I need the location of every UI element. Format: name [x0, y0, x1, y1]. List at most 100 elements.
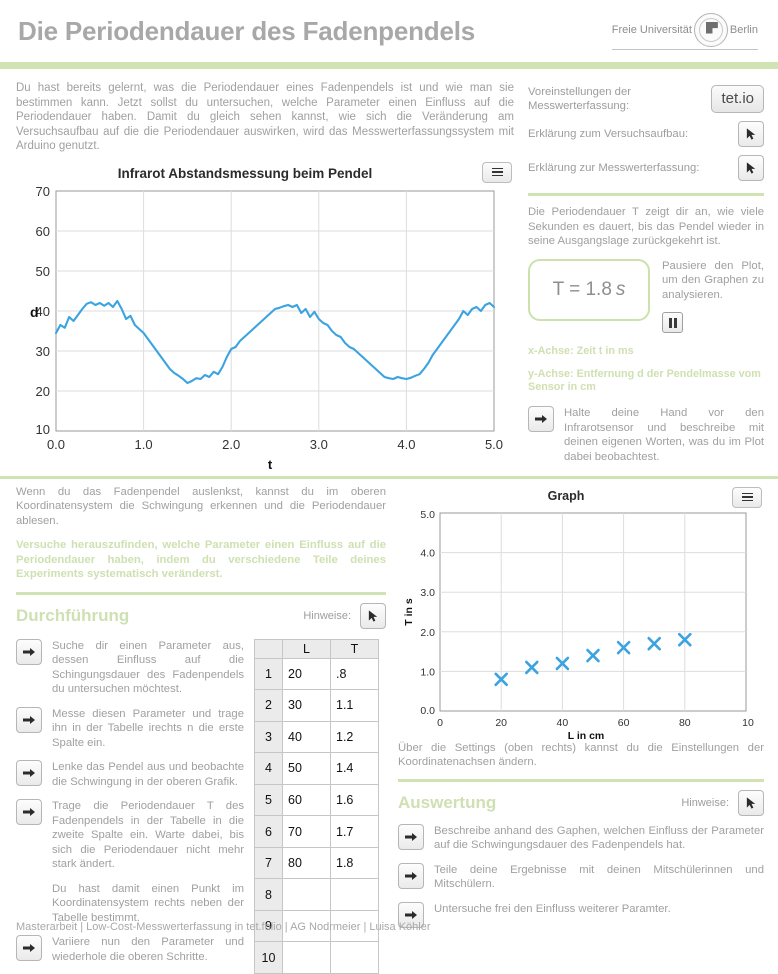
table-cell-index: 4 [255, 753, 283, 785]
step-text: Suche dir einen Parameter aus, dessen Ei… [52, 639, 244, 697]
svg-text:4.0: 4.0 [420, 547, 435, 559]
table-cell-L[interactable]: 80 [283, 847, 331, 879]
step-text: Teile deine Ergebnisse mit deinen Mitsch… [434, 863, 764, 892]
y-axis-note: y-Achse: Entfernung d der Pendelmasse vo… [528, 368, 764, 394]
arrow-right-icon [22, 645, 36, 659]
svg-text:80: 80 [679, 717, 691, 729]
svg-text:20: 20 [495, 717, 507, 729]
step-arrow-button[interactable] [16, 707, 42, 733]
step-arrow-button[interactable] [16, 639, 42, 665]
svg-text:60: 60 [618, 717, 630, 729]
svg-text:2.0: 2.0 [420, 626, 435, 638]
svg-text:4.0: 4.0 [397, 437, 415, 452]
page-header: Die Periodendauer des Fadenpendels Freie… [0, 0, 778, 62]
durchfuehrung-hinweise: Hinweise: [303, 603, 386, 629]
pause-hint-block: Pausiere den Plot, um den Graphen zu ana… [662, 259, 764, 334]
step-text: Trage die Periodendauer T des Fadenpende… [52, 799, 244, 872]
step-text: Variiere nun den Parameter und wiederhol… [52, 935, 244, 964]
mid-left-paragraph-1: Wenn du das Fadenpendel auslenkst, kanns… [16, 485, 386, 529]
svg-text:60: 60 [36, 224, 50, 239]
step-arrow-button[interactable] [16, 760, 42, 786]
chart2-menu-button[interactable] [732, 487, 762, 508]
versuchsaufbau-info-button[interactable] [738, 121, 764, 147]
table-cell-L[interactable]: 40 [283, 721, 331, 753]
infrared-chart-panel: Infrarot Abstandsmessung beim Pendel [16, 160, 514, 470]
table-cell-T[interactable]: 1.1 [331, 690, 379, 722]
svg-text:0.0: 0.0 [47, 437, 65, 452]
durchfuehrung-hinweise-button[interactable] [360, 603, 386, 629]
pref-row-messwerterfassung: Erklärung zur Messwerterfassung: [528, 151, 764, 185]
svg-text:0.0: 0.0 [420, 705, 435, 717]
durchfuehrung-divider [16, 592, 386, 595]
hand-task-text: Halte deine Hand vor den Infrarotsensor … [564, 406, 764, 464]
step-arrow-button[interactable] [398, 824, 424, 850]
hand-task-button[interactable] [528, 406, 554, 432]
chart2-plot[interactable]: 5.0 4.0 3.0 2.0 1.0 0.0 0 20 40 60 80 10… [398, 503, 764, 731]
hinweise-label: Hinweise: [681, 797, 729, 809]
table-cell-T[interactable]: .8 [331, 658, 379, 690]
table-cell-T[interactable]: 1.2 [331, 721, 379, 753]
svg-text:0: 0 [437, 717, 443, 729]
step-arrow-button[interactable] [16, 799, 42, 825]
svg-text:10: 10 [36, 422, 50, 437]
pause-icon-bar-right [674, 318, 677, 328]
auswertung-divider [398, 779, 764, 782]
svg-text:3.0: 3.0 [420, 587, 435, 599]
mid-right-column: Graph 5.0 4.0 3.0 2.0 1.0 [398, 485, 764, 974]
table-cell-T[interactable]: 1.4 [331, 753, 379, 785]
table-cell-index: 3 [255, 721, 283, 753]
pref-row-versuchsaufbau: Erklärung zum Versuchsaufbau: [528, 117, 764, 151]
step-item: Teile deine Ergebnisse mit deinen Mitsch… [398, 863, 764, 892]
step-item: Suche dir einen Parameter aus, dessen Ei… [16, 639, 244, 697]
chart1-menu-button[interactable] [482, 162, 512, 183]
pause-button[interactable] [662, 312, 683, 333]
tetio-button[interactable]: tet.io [711, 85, 764, 113]
table-cell-L[interactable]: 30 [283, 690, 331, 722]
period-unit: s [616, 279, 626, 301]
table-cell-L[interactable]: 50 [283, 753, 331, 785]
table-cell-T[interactable]: 1.7 [331, 816, 379, 848]
arrow-right-icon [404, 869, 418, 883]
step-arrow-button[interactable] [398, 863, 424, 889]
step-item: Beschreibe anhand des Gaphen, welchen Ei… [398, 824, 764, 853]
step-item: Messe diesen Parameter und trage ihn in … [16, 707, 244, 751]
settings-note: Über die Settings (oben rechts) kannst d… [398, 741, 764, 770]
pref-row-voreinstellungen: Voreinstellungen der Messwerterfassung: … [528, 81, 764, 117]
logo-text-right: Berlin [730, 24, 758, 36]
top-right-column: Voreinstellungen der Messwerterfassung: … [528, 81, 764, 470]
table-cell-L[interactable]: 70 [283, 816, 331, 848]
arrow-right-icon [404, 830, 418, 844]
table-cell-T[interactable]: 1.6 [331, 784, 379, 816]
right-divider [528, 193, 764, 196]
table-cell-L[interactable] [283, 879, 331, 911]
pause-hint-text: Pausiere den Plot, um den Graphen zu ana… [662, 259, 764, 303]
table-cell-index: 8 [255, 879, 283, 911]
table-cell-L[interactable]: 60 [283, 784, 331, 816]
durchfuehrung-title: Durchführung [16, 606, 129, 626]
table-header-row: L T [255, 639, 379, 658]
table-cell-L[interactable]: 20 [283, 658, 331, 690]
arrow-right-icon [22, 941, 36, 955]
step-item: Lenke das Pendel aus und beobachte die S… [16, 760, 244, 789]
mid-left-column: Wenn du das Fadenpendel auslenkst, kanns… [16, 485, 386, 974]
messwerterfassung-info-button[interactable] [738, 155, 764, 181]
cursor-icon [745, 127, 758, 141]
pref-label-voreinstellungen: Voreinstellungen der Messwerterfassung: [528, 85, 708, 113]
hamburger-icon [742, 491, 753, 503]
table-cell-T[interactable] [331, 942, 379, 974]
arrow-right-icon [534, 412, 548, 426]
auswertung-hinweise-button[interactable] [738, 790, 764, 816]
table-cell-L[interactable] [283, 942, 331, 974]
cursor-icon [367, 609, 380, 623]
arrow-right-icon [22, 805, 36, 819]
page-footer: Masterarbeit | Low-Cost-Messwerterfassun… [0, 917, 778, 939]
chart1-plot[interactable]: 70 60 50 40 30 20 10 d 0.0 1.0 2.0 3.0 4… [16, 181, 514, 461]
table-cell-T[interactable]: 1.8 [331, 847, 379, 879]
table-cell-T[interactable] [331, 879, 379, 911]
